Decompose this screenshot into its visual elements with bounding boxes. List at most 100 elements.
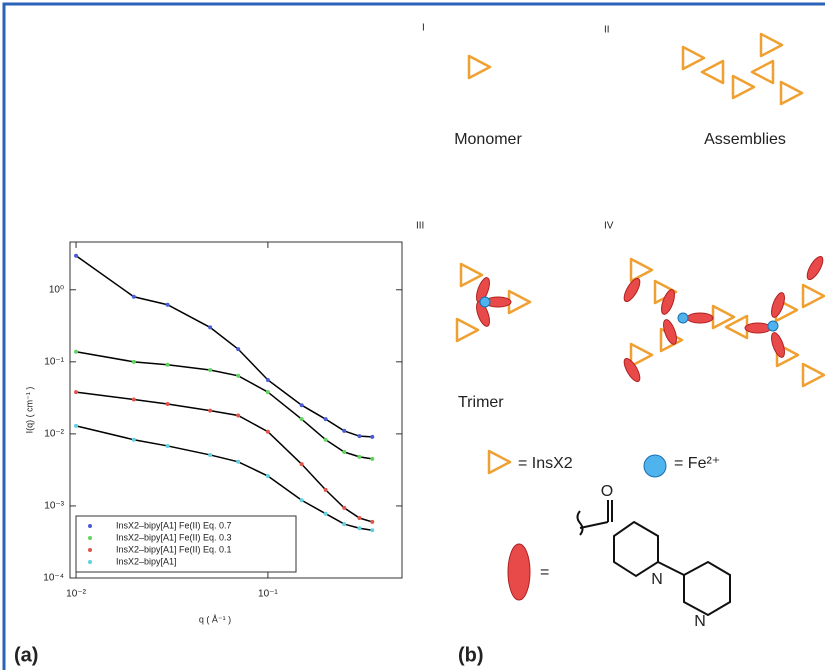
data-point bbox=[323, 487, 328, 492]
ligand-lobe bbox=[771, 332, 785, 358]
x-tick-label: 10⁻² bbox=[66, 589, 86, 600]
atom: N bbox=[651, 571, 663, 588]
data-point bbox=[342, 522, 347, 527]
insx2-triangle bbox=[507, 289, 532, 315]
data-point bbox=[323, 511, 328, 516]
data-point bbox=[265, 429, 270, 434]
insx2-triangle bbox=[629, 342, 654, 368]
wavy-bond bbox=[576, 510, 584, 536]
data-point bbox=[342, 505, 347, 510]
schematic bbox=[455, 32, 825, 601]
bond bbox=[657, 561, 685, 576]
legend-box bbox=[75, 515, 297, 573]
data-point bbox=[165, 362, 170, 367]
data-point bbox=[165, 302, 170, 307]
x-axis-label: q ( Å⁻¹ ) bbox=[199, 614, 231, 624]
fe-ion bbox=[479, 296, 491, 308]
data-point bbox=[299, 462, 304, 467]
data-point bbox=[265, 377, 270, 382]
bond bbox=[579, 521, 609, 529]
legend-marker bbox=[88, 548, 92, 552]
ligand-lobe bbox=[476, 301, 490, 327]
legend-marker bbox=[88, 560, 92, 564]
caption: Assemblies bbox=[704, 131, 786, 148]
ligand-lobe bbox=[663, 319, 677, 345]
insx2-triangle bbox=[759, 32, 784, 58]
ligand-lobe bbox=[771, 292, 785, 318]
molecule bbox=[576, 500, 731, 617]
x-tick-label: 10⁻¹ bbox=[258, 589, 278, 600]
ring bbox=[683, 560, 731, 617]
data-point bbox=[208, 367, 213, 372]
insx2-triangle bbox=[455, 317, 480, 343]
data-point bbox=[323, 417, 328, 422]
data-point bbox=[357, 526, 362, 531]
fe-ion bbox=[643, 454, 667, 478]
data-point bbox=[208, 325, 213, 330]
data-point bbox=[370, 519, 375, 524]
insx2-triangle bbox=[801, 362, 825, 388]
stage-label: III bbox=[416, 221, 424, 232]
y-tick-label: 10⁻³ bbox=[44, 501, 64, 512]
insx2-triangle bbox=[775, 342, 800, 368]
data-point bbox=[370, 528, 375, 533]
stage-label: II bbox=[604, 25, 610, 36]
legend-text: = InsX2 bbox=[518, 455, 573, 472]
data-point bbox=[299, 417, 304, 422]
insx2-triangle bbox=[731, 74, 756, 100]
legend-text: = Fe²⁺ bbox=[674, 455, 720, 472]
data-point bbox=[74, 423, 79, 428]
fe-ion bbox=[767, 320, 779, 332]
y-tick-label: 10⁻² bbox=[44, 429, 64, 440]
data-point bbox=[357, 434, 362, 439]
data-point bbox=[165, 443, 170, 448]
data-point bbox=[74, 390, 79, 395]
data-point bbox=[357, 516, 362, 521]
data-point bbox=[131, 294, 136, 299]
data-point bbox=[131, 397, 136, 402]
insx2-triangle bbox=[779, 80, 804, 106]
fe-ion bbox=[677, 312, 689, 324]
data-point bbox=[342, 450, 347, 455]
legend-marker bbox=[88, 524, 92, 528]
y-axis-label: I(q) ( cm⁻¹ ) bbox=[24, 387, 34, 434]
legend-label: InsX2–bipy[A1] Fe(II) Eq. 0.7 bbox=[116, 520, 232, 530]
insx2-triangle bbox=[467, 54, 492, 80]
insx2-triangle bbox=[681, 45, 706, 71]
data-point bbox=[74, 349, 79, 354]
data-point bbox=[165, 401, 170, 406]
caption: Trimer bbox=[458, 394, 504, 411]
y-tick-label: 10⁻¹ bbox=[44, 356, 64, 367]
atom: O bbox=[601, 483, 613, 500]
data-point bbox=[299, 403, 304, 408]
caption: Monomer bbox=[454, 131, 522, 148]
legend-label: InsX2–bipy[A1] bbox=[116, 556, 177, 566]
data-point bbox=[357, 454, 362, 459]
data-point bbox=[342, 428, 347, 433]
panel-label: (b) bbox=[458, 644, 484, 666]
stage-label: I bbox=[422, 23, 425, 34]
data-point bbox=[370, 456, 375, 461]
data-point bbox=[265, 390, 270, 395]
ligand-lobe bbox=[661, 289, 675, 315]
data-point bbox=[236, 347, 241, 352]
data-point bbox=[265, 474, 270, 479]
insx2-triangle bbox=[750, 59, 775, 85]
data-point bbox=[131, 437, 136, 442]
data-point bbox=[236, 373, 241, 378]
insx2-triangle bbox=[487, 449, 512, 475]
legend-text: = bbox=[540, 564, 549, 581]
y-tick-label: 10⁻⁴ bbox=[43, 573, 64, 584]
insx2-triangle bbox=[629, 257, 654, 283]
stage-label: IV bbox=[604, 221, 614, 232]
insx2-triangle bbox=[801, 283, 825, 309]
ligand-lobe bbox=[623, 277, 641, 303]
legend-label: InsX2–bipy[A1] Fe(II) Eq. 0.3 bbox=[116, 532, 232, 542]
data-point bbox=[236, 459, 241, 464]
y-tick-label: 10⁰ bbox=[49, 284, 64, 295]
data-point bbox=[299, 498, 304, 503]
data-point bbox=[236, 413, 241, 418]
insx2-triangle bbox=[700, 59, 725, 85]
